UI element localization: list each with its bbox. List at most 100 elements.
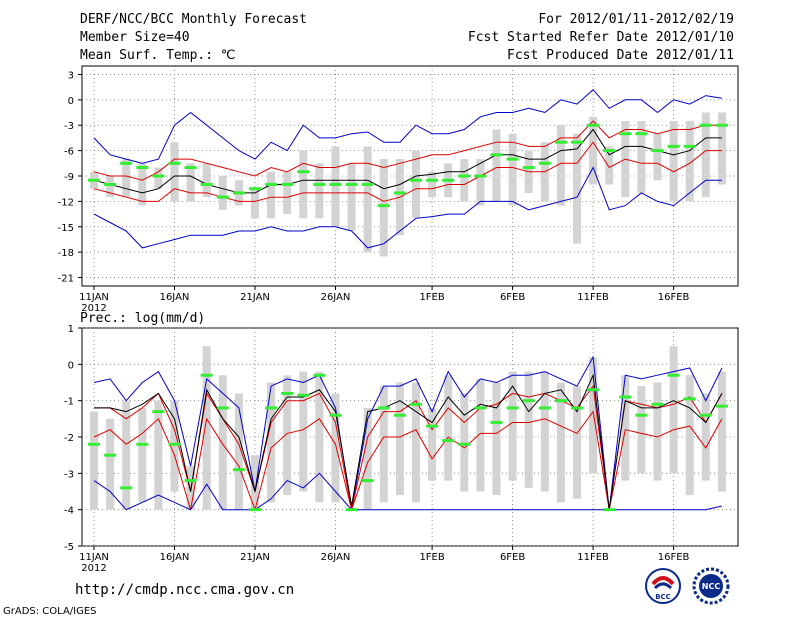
- prec-x-tick-label: 16FEB: [658, 552, 690, 563]
- temp-median-marker: [458, 174, 471, 178]
- temp-y-tick-label: 0: [68, 96, 74, 107]
- prec-median-marker: [361, 479, 374, 483]
- temp-median-marker: [313, 182, 326, 186]
- temp-median-marker: [603, 149, 616, 153]
- temp-line-mean: [93, 128, 722, 194]
- prec-line-min: [93, 472, 723, 511]
- temp-median-marker: [377, 204, 390, 208]
- temp-x-tick-label: 21JAN: [240, 292, 270, 303]
- temp-median-marker: [699, 123, 712, 127]
- prec-spread-bar: [315, 371, 324, 503]
- temp-median-marker: [667, 144, 680, 148]
- temp-spread-bar: [637, 121, 646, 193]
- temp-spread-bar: [315, 163, 324, 219]
- temp-spread-bar: [717, 112, 726, 185]
- prec-median-marker: [603, 508, 616, 512]
- temp-spread-bar: [589, 116, 598, 185]
- temp-spread-bar: [508, 133, 517, 206]
- temp-spread-bar: [122, 159, 131, 198]
- temp-median-marker: [554, 140, 567, 144]
- prec-median-marker: [490, 420, 503, 424]
- prec-spread-bar: [395, 382, 404, 496]
- temp-x-tick-label: 1FEB: [419, 292, 444, 303]
- prec-x-tick-label: 6FEB: [500, 552, 525, 563]
- temp-spread-bar: [186, 163, 195, 202]
- temp-median-marker: [361, 182, 374, 186]
- ncc-logo-text: NCC: [702, 582, 721, 591]
- temp-spread-bar: [605, 146, 614, 185]
- temp-median-marker: [426, 178, 439, 182]
- temp-median-marker: [522, 166, 535, 170]
- temp-line-max: [93, 88, 722, 164]
- temp-spread-bar: [347, 163, 356, 231]
- temp-median-marker: [683, 144, 696, 148]
- prec-spread-bar: [331, 393, 340, 503]
- temp-spread-bar: [492, 129, 501, 202]
- prec-spread-bar: [122, 400, 131, 510]
- prec-median-marker: [393, 413, 406, 417]
- prec-median-marker: [297, 393, 310, 397]
- prec-median-marker: [184, 479, 197, 483]
- temp-spread-bar: [299, 150, 308, 219]
- prec-median-marker: [329, 413, 342, 417]
- prec-x-tick-label: 11JAN: [79, 552, 109, 563]
- temp-median-marker: [635, 132, 648, 136]
- prec-x-tick-label: 11FEB: [577, 552, 609, 563]
- temp-median-marker: [216, 195, 229, 199]
- prec-median-marker: [474, 406, 487, 410]
- temp-spread-bar: [331, 146, 340, 227]
- temp-x-year-label: 2012: [81, 303, 106, 314]
- prec-line-p25: [93, 410, 723, 512]
- temp-median-marker: [410, 178, 422, 182]
- prec-spread-bar: [508, 371, 517, 481]
- prec-median-marker: [506, 406, 519, 410]
- prec-spread-bar: [299, 371, 308, 492]
- temp-y-tick-label: -15: [58, 223, 74, 234]
- temp-y-tick-label: -18: [58, 248, 74, 259]
- prec-median-marker: [458, 442, 471, 446]
- temp-spread-bar: [363, 146, 372, 253]
- prec-median-marker: [699, 413, 712, 417]
- start-date: Fcst Started Refer Date 2012/01/10: [467, 30, 734, 45]
- prec-spread-bar: [202, 346, 211, 510]
- temp-median-marker: [136, 166, 149, 170]
- temp-spread-bar: [138, 163, 147, 206]
- forecast-period: For 2012/01/11-2012/02/19: [538, 12, 734, 27]
- prec-spread-bar: [444, 375, 453, 481]
- prec-median-marker: [538, 406, 551, 410]
- source-url[interactable]: http://cmdp.ncc.cma.gov.cn: [75, 582, 295, 598]
- prec-median-marker: [249, 508, 261, 512]
- prec-x-tick-label: 16JAN: [160, 552, 190, 563]
- temp-median-marker: [715, 123, 728, 127]
- temp-line-p25: [93, 141, 722, 202]
- prec-median-marker: [200, 373, 213, 377]
- temp-median-marker: [120, 161, 133, 165]
- prec-spread-bar: [186, 466, 195, 510]
- temp-spread-bar: [476, 159, 485, 206]
- prec-median-marker: [619, 395, 632, 399]
- temp-median-marker: [88, 178, 100, 182]
- prec-median-marker: [442, 439, 455, 443]
- temp-median-marker: [345, 182, 358, 186]
- temp-y-tick-label: -21: [58, 274, 74, 285]
- ncc-logo: NCC: [692, 567, 730, 605]
- prec-x-tick-label: 1FEB: [419, 552, 444, 563]
- prec-x-tick-label: 21JAN: [240, 552, 270, 563]
- prec-median-marker: [683, 397, 696, 401]
- prec-spread-bar: [637, 386, 646, 474]
- temp-spread-bar: [218, 176, 227, 210]
- temp-median-marker: [104, 182, 117, 186]
- prec-x-year-label: 2012: [81, 563, 106, 574]
- prec-spread-bar: [653, 382, 662, 481]
- temp-spread-bar: [460, 159, 469, 202]
- prec-spread-bar: [138, 407, 147, 503]
- prec-spread-bar: [267, 382, 276, 503]
- prec-median-marker: [635, 413, 648, 417]
- temp-median-marker: [265, 182, 278, 186]
- prec-spread-bar: [412, 382, 420, 503]
- prec-spread-bar: [106, 418, 115, 510]
- prec-median-marker: [265, 406, 278, 410]
- temp-line-p75: [93, 120, 722, 181]
- prec-spread-bar: [573, 386, 581, 499]
- prec-median-marker: [554, 399, 567, 403]
